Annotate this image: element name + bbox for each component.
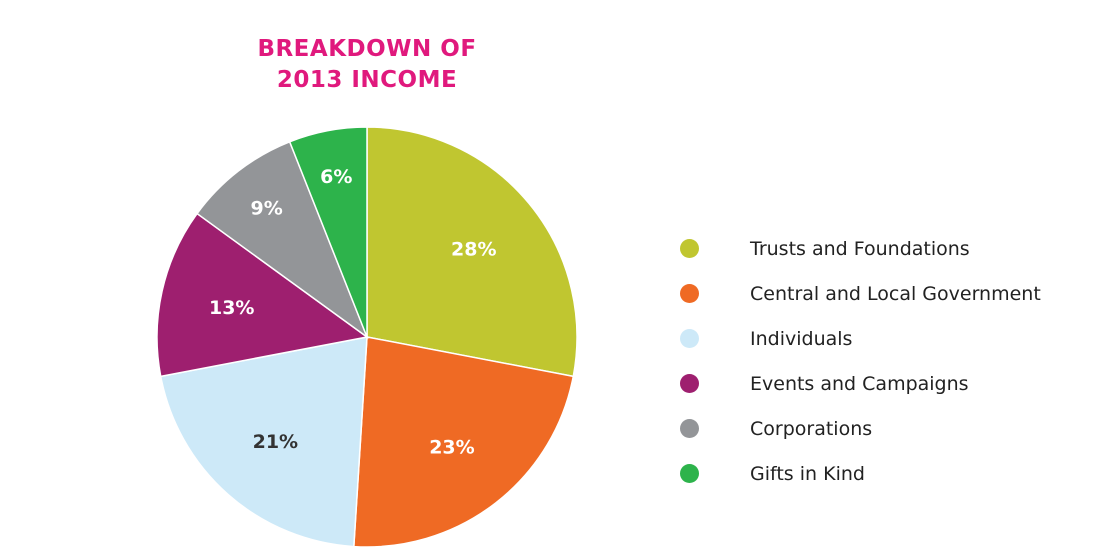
legend-item: Individuals [678, 316, 1041, 361]
chart-title: BREAKDOWN OF 2013 INCOME [222, 34, 512, 96]
legend-swatch [680, 374, 699, 393]
legend-label: Events and Campaigns [750, 372, 969, 395]
legend-label: Individuals [750, 327, 853, 350]
legend-item: Gifts in Kind [678, 451, 1041, 496]
pie-data-label: 21% [253, 431, 298, 453]
legend-swatch [680, 419, 699, 438]
pie-data-label: 9% [250, 198, 282, 220]
legend-swatch [680, 284, 699, 303]
pie-slice-corporations [196, 140, 369, 340]
pie-slice-central-and-local-government [353, 336, 575, 548]
legend-label: Gifts in Kind [750, 462, 865, 485]
legend-swatch [680, 239, 699, 258]
pie-data-label: 6% [320, 166, 352, 188]
chart-title-line-2: 2013 INCOME [276, 67, 458, 93]
legend-swatch [680, 329, 699, 348]
pie-slice-trusts-and-foundations [366, 126, 578, 378]
pie-slice-gifts-in-kind [288, 126, 368, 338]
legend-label: Corporations [750, 417, 873, 440]
pie-slice-events-and-campaigns [156, 212, 369, 378]
legend-item: Corporations [678, 406, 1041, 451]
legend-item: Events and Campaigns [678, 361, 1041, 406]
pie-data-label: 23% [429, 437, 474, 459]
chart-title-line-1: BREAKDOWN OF [257, 36, 477, 62]
legend-swatch [680, 464, 699, 483]
pie-slice-individuals [159, 336, 368, 548]
pie-data-label: 28% [451, 239, 496, 261]
legend-label: Central and Local Government [750, 282, 1041, 305]
legend-item: Central and Local Government [678, 271, 1041, 316]
pie-data-label: 13% [209, 297, 254, 319]
legend-item: Trusts and Foundations [678, 226, 1041, 271]
legend: Trusts and Foundations Central and Local… [678, 226, 1041, 496]
legend-label: Trusts and Foundations [750, 237, 970, 260]
